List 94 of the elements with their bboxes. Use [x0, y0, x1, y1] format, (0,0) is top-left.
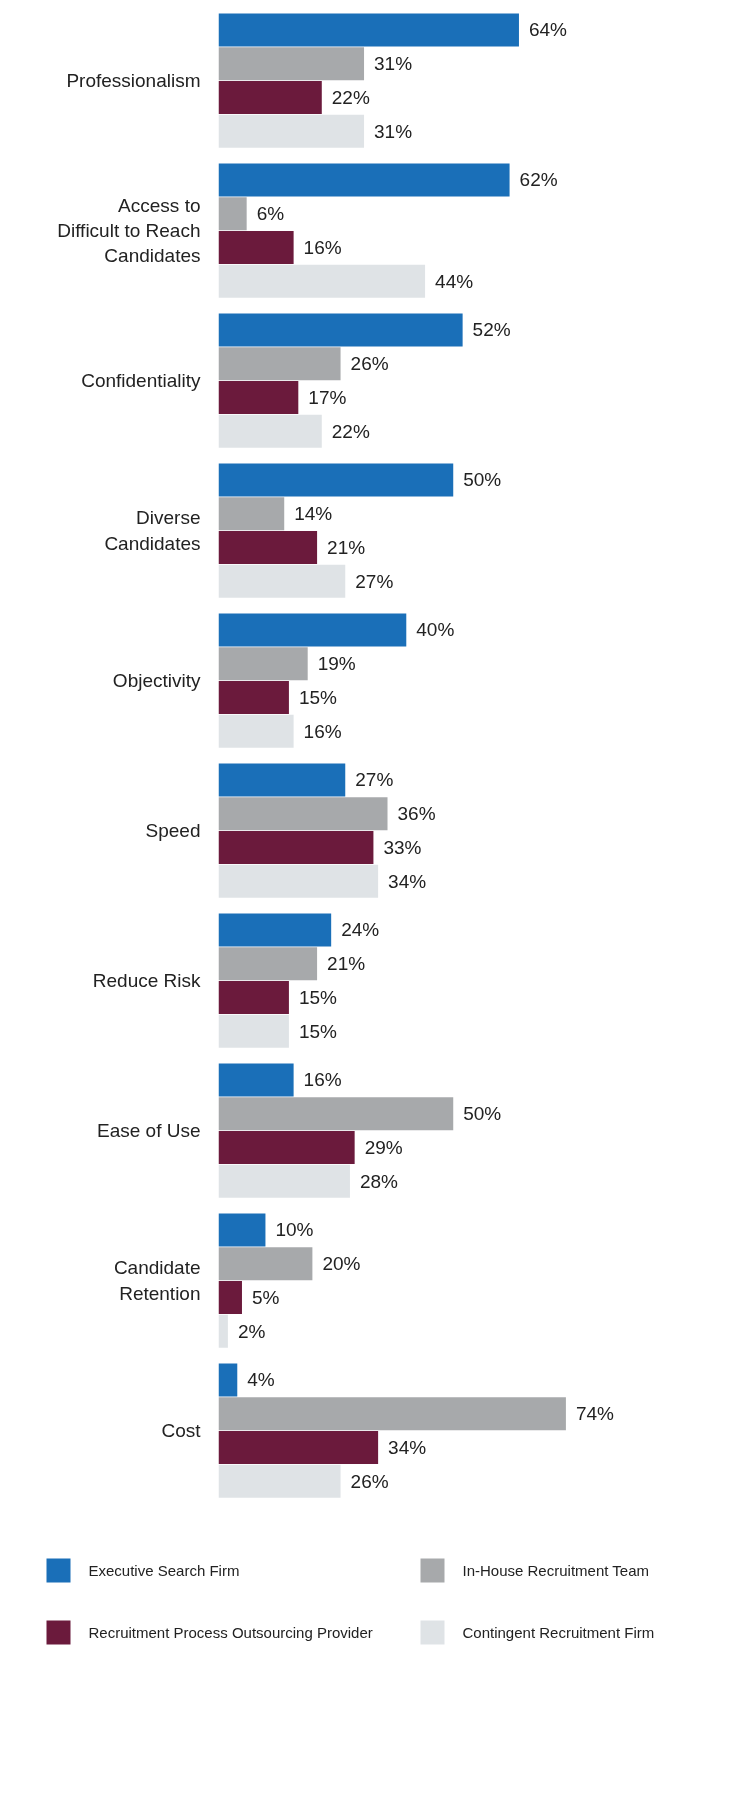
bar — [218, 80, 322, 114]
bar — [218, 1130, 355, 1164]
data-label: 17% — [308, 386, 347, 408]
bar — [218, 230, 294, 264]
data-label: 26% — [350, 1470, 389, 1492]
y-tick-label: Diverse Candidates — [104, 507, 201, 554]
bar — [218, 1464, 341, 1498]
bar — [218, 47, 365, 81]
bar — [218, 797, 388, 831]
bar — [218, 530, 318, 564]
y-tick-label: Reduce Risk — [92, 970, 201, 991]
bar — [218, 347, 341, 381]
data-label: 15% — [298, 1020, 338, 1042]
bar — [218, 1014, 289, 1048]
data-label: 19% — [317, 653, 356, 675]
legend-label: In-House Recruitment Team — [462, 1562, 649, 1579]
bar — [218, 264, 426, 298]
data-label: 34% — [388, 870, 427, 892]
data-label: 20% — [322, 1253, 361, 1275]
legend-label: Executive Search Firm — [88, 1562, 240, 1579]
bar — [218, 1247, 313, 1281]
data-label: 22% — [331, 420, 370, 442]
bar — [218, 463, 454, 497]
data-label: 5% — [251, 1286, 280, 1308]
y-tick-label: Professionalism — [66, 70, 201, 91]
data-label: 16% — [303, 236, 342, 258]
bar — [218, 613, 407, 647]
data-label: 29% — [364, 1136, 403, 1158]
y-tick-label: Speed — [145, 820, 201, 841]
bar — [218, 1063, 294, 1097]
bar — [218, 1397, 566, 1431]
data-label: 50% — [463, 1103, 502, 1125]
bar — [218, 830, 374, 864]
bar — [218, 1430, 379, 1464]
data-label: 22% — [331, 86, 370, 108]
data-label: 21% — [327, 953, 366, 975]
data-label: 28% — [359, 1170, 399, 1192]
bar — [218, 980, 289, 1014]
data-label: 14% — [294, 503, 333, 525]
bar — [218, 714, 294, 748]
bar — [218, 647, 308, 681]
bar — [218, 497, 285, 531]
y-tick-label: Cost — [161, 1420, 202, 1441]
data-label: 16% — [303, 720, 342, 742]
data-label: 26% — [350, 353, 389, 375]
y-tick-label: Confidentiality — [81, 370, 201, 391]
y-tick-label: Candidate Retention — [113, 1257, 201, 1304]
bar — [218, 197, 247, 231]
bar — [218, 1280, 242, 1314]
bar — [218, 163, 510, 197]
bar — [218, 680, 289, 714]
data-label: 15% — [298, 686, 338, 708]
data-label: 64% — [528, 19, 568, 41]
bar — [218, 564, 346, 598]
bar — [218, 13, 519, 47]
data-label: 27% — [355, 769, 394, 791]
bar — [218, 313, 463, 347]
bar — [218, 947, 318, 981]
data-label: 52% — [472, 319, 511, 341]
y-tick-label: Objectivity — [112, 670, 201, 691]
bar — [218, 114, 365, 148]
data-label: 27% — [355, 570, 394, 592]
data-label: 44% — [435, 270, 474, 292]
bar — [218, 913, 332, 947]
data-label: 2% — [237, 1320, 266, 1342]
bar — [218, 864, 379, 898]
bar — [218, 1097, 454, 1131]
data-label: 62% — [519, 169, 558, 191]
y-tick-label: Ease of Use — [97, 1120, 201, 1141]
legend-label: Contingent Recruitment Firm — [462, 1624, 655, 1641]
data-label: 4% — [247, 1369, 275, 1391]
bar — [218, 1213, 266, 1247]
legend-label: Recruitment Process Outsourcing Provider — [88, 1624, 373, 1641]
data-label: 31% — [374, 120, 413, 142]
data-label: 34% — [388, 1436, 427, 1458]
data-label: 74% — [575, 1403, 615, 1425]
data-label: 6% — [256, 203, 285, 225]
y-tick-label: Access to Difficult to Reach Candidates — [57, 194, 201, 267]
data-label: 24% — [341, 919, 380, 941]
data-label: 31% — [374, 53, 413, 75]
data-label: 16% — [303, 1069, 342, 1091]
bar — [218, 414, 322, 448]
data-label: 40% — [416, 619, 455, 641]
bar — [218, 380, 299, 414]
data-label: 21% — [327, 536, 366, 558]
data-label: 15% — [298, 986, 338, 1008]
bar — [218, 1314, 228, 1348]
bar — [218, 1363, 238, 1397]
bar — [218, 1164, 350, 1198]
data-label: 50% — [463, 469, 502, 491]
data-label: 33% — [383, 836, 422, 858]
bar — [218, 763, 346, 797]
data-label: 36% — [397, 803, 436, 825]
data-label: 10% — [275, 1219, 314, 1241]
